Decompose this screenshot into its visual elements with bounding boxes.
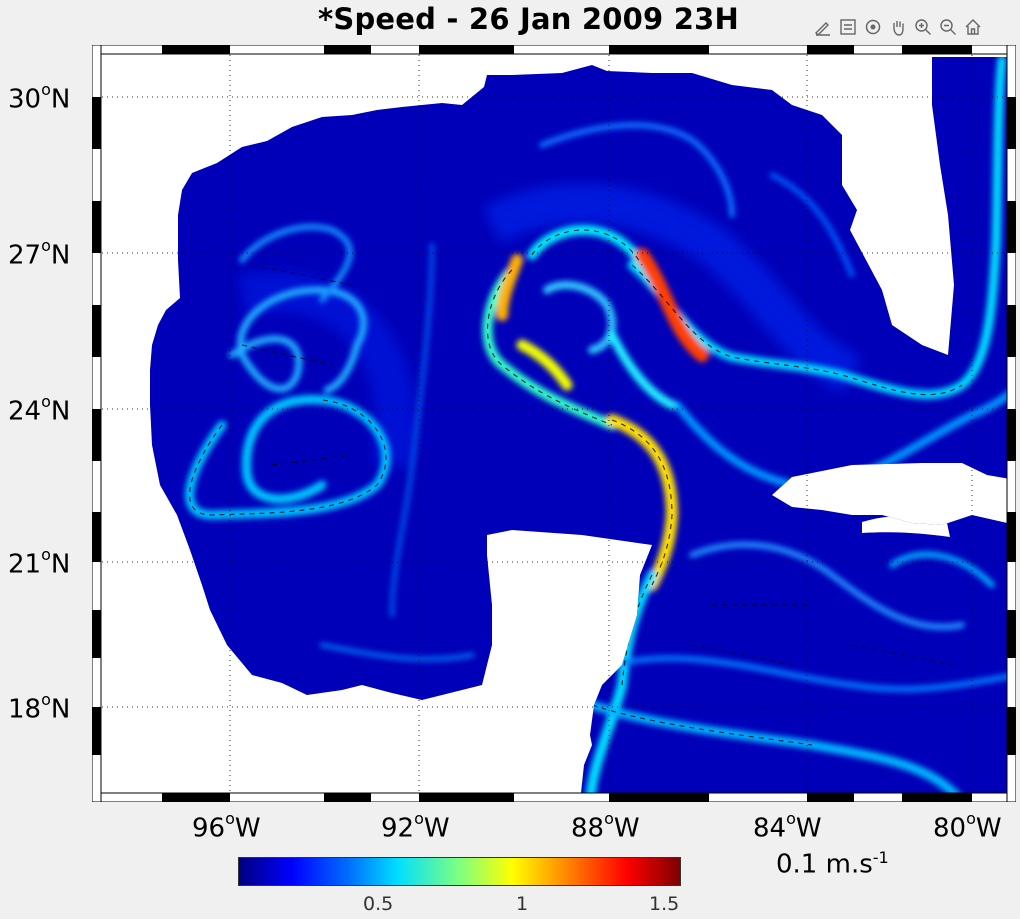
lon-label-88w: 88oW <box>571 809 640 844</box>
pan-icon[interactable] <box>887 16 909 38</box>
velocity-arrows <box>189 229 963 746</box>
legend-icon[interactable] <box>837 16 859 38</box>
rotate-icon[interactable] <box>862 16 884 38</box>
lon-label-80w: 80oW <box>933 809 1002 844</box>
speed-colorbar <box>238 857 681 886</box>
lat-label-24n: 24oN <box>8 392 71 427</box>
zoom-out-icon[interactable] <box>937 16 959 38</box>
speed-map <box>92 45 1016 802</box>
lat-label-30n: 30oN <box>8 80 71 115</box>
figure-toolbar <box>812 16 984 38</box>
lat-label-18n: 18oN <box>8 690 71 725</box>
lon-label-96w: 96oW <box>192 809 261 844</box>
vector-scale-label: 0.1 m.s-1 <box>776 848 889 880</box>
home-icon[interactable] <box>962 16 984 38</box>
edit-plot-icon[interactable] <box>812 16 834 38</box>
plot-title: *Speed - 26 Jan 2009 23H <box>318 2 739 36</box>
lon-label-92w: 92oW <box>381 809 450 844</box>
colorbar-tick-1-5: 1.5 <box>649 893 680 915</box>
colorbar-tick-1: 1 <box>516 893 529 915</box>
colorbar-tick-0-5: 0.5 <box>363 893 394 915</box>
lat-label-27n: 27oN <box>8 236 71 271</box>
grid-lines <box>92 45 1016 802</box>
zoom-in-icon[interactable] <box>912 16 934 38</box>
lon-label-84w: 84oW <box>753 809 822 844</box>
lat-label-21n: 21oN <box>8 545 71 580</box>
map-frame <box>92 45 1016 802</box>
